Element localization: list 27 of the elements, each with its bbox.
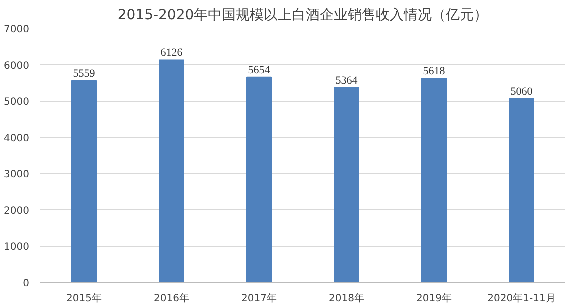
y-tick-label: 7000: [4, 24, 30, 36]
x-tick-label: 2016年: [154, 292, 190, 304]
x-tick-label: 2019年: [416, 292, 452, 304]
y-tick-label: 3000: [4, 170, 30, 181]
x-tick-label: 2017年: [242, 292, 277, 304]
data-label: 5654: [248, 64, 271, 76]
bar: [72, 80, 97, 282]
data-label: 5618: [423, 66, 446, 78]
y-tick-label: 0: [23, 278, 30, 290]
x-tick-label: 2018年: [329, 292, 364, 304]
data-label: 6126: [160, 47, 184, 60]
y-tick-label: 2000: [4, 206, 30, 217]
y-tick-label: 1000: [4, 242, 30, 254]
data-label: 5364: [336, 74, 358, 87]
y-tick-label: 5000: [4, 97, 30, 108]
bar: [159, 60, 184, 282]
y-tick-label: 6000: [4, 60, 30, 72]
bar: [509, 98, 534, 282]
chart-title: 2015-2020年中国规模以上白酒企业销售收入情况（亿元）: [118, 8, 488, 24]
y-tick-label: 4000: [4, 133, 30, 144]
x-tick-label: 2020年1-11月: [488, 292, 556, 304]
bar: [422, 78, 447, 282]
x-tick-label: 2015年: [66, 292, 102, 304]
bar: [246, 76, 272, 282]
bar: [334, 87, 360, 282]
data-label: 5060: [510, 86, 534, 98]
data-label: 5559: [73, 68, 96, 80]
